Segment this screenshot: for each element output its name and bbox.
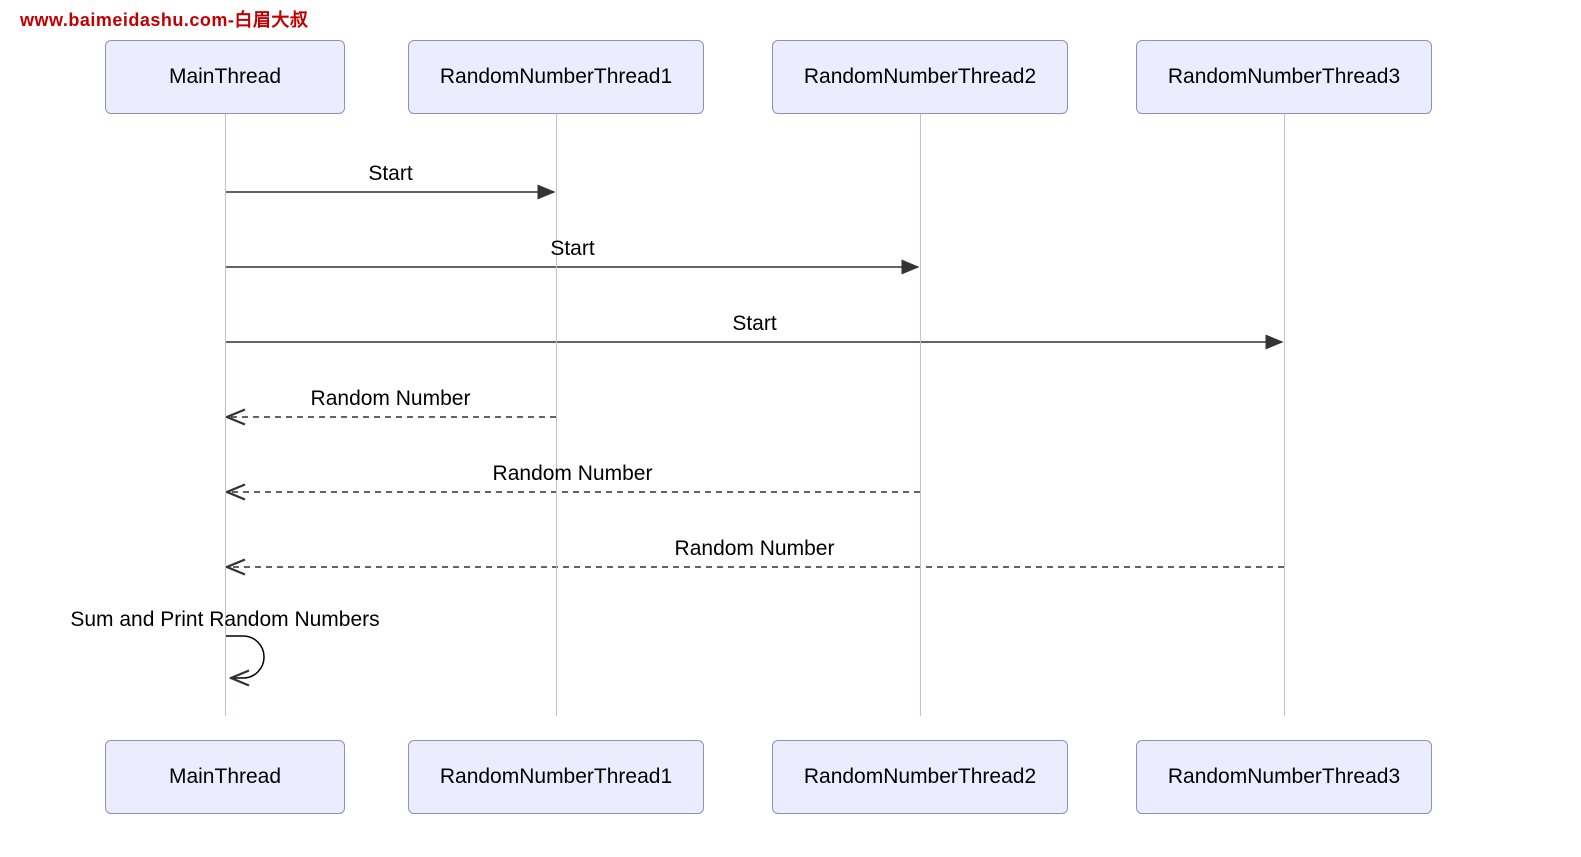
actor-top-t2: RandomNumberThread2 (772, 40, 1068, 114)
lifeline-t1 (556, 114, 557, 716)
message-label-4: Random Number (493, 462, 653, 486)
lifeline-t2 (920, 114, 921, 716)
self-message-label: Sum and Print Random Numbers (70, 608, 379, 632)
message-label-2: Start (732, 312, 776, 336)
actor-bottom-main: MainThread (105, 740, 345, 814)
diagram-svg (0, 0, 1581, 857)
actor-top-t1: RandomNumberThread1 (408, 40, 704, 114)
message-label-3: Random Number (311, 387, 471, 411)
lifeline-t3 (1284, 114, 1285, 716)
sequence-diagram: MainThread RandomNumberThread1 RandomNumbe… (0, 0, 1581, 857)
message-label-0: Start (368, 162, 412, 186)
self-message-loop (225, 636, 264, 678)
message-label-5: Random Number (675, 537, 835, 561)
actor-top-t3: RandomNumberThread3 (1136, 40, 1432, 114)
actor-bottom-t2: RandomNumberThread2 (772, 740, 1068, 814)
message-label-1: Start (550, 237, 594, 261)
actor-top-main: MainThread (105, 40, 345, 114)
actor-bottom-t1: RandomNumberThread1 (408, 740, 704, 814)
actor-bottom-t3: RandomNumberThread3 (1136, 740, 1432, 814)
